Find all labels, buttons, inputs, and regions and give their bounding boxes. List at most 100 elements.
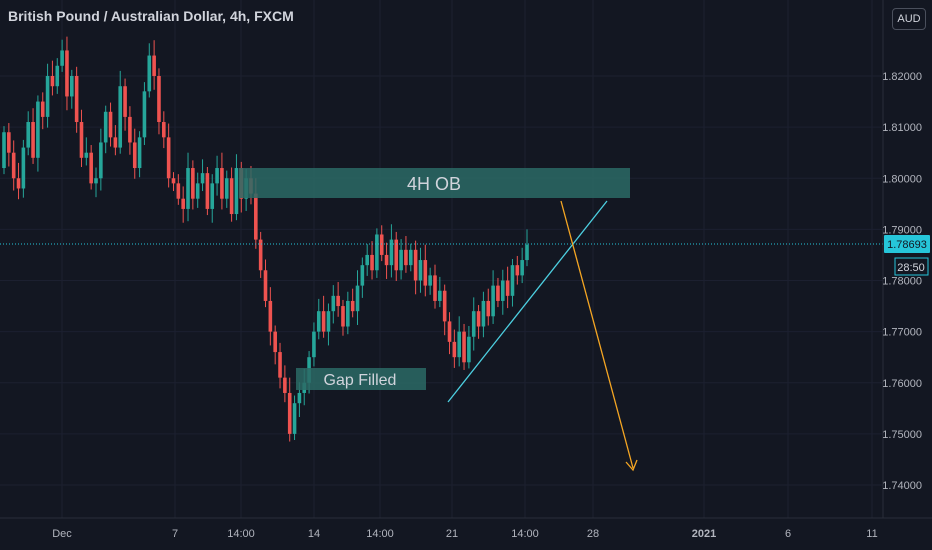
candle	[103, 105, 108, 154]
candle-body	[65, 50, 69, 97]
price-tick-label: 1.77000	[882, 327, 922, 339]
time-tick-label: 21	[446, 528, 458, 540]
candle-body	[491, 285, 495, 317]
candle-body	[31, 122, 35, 158]
candle	[137, 131, 142, 178]
candle-body	[234, 168, 239, 215]
candle-body	[408, 249, 413, 266]
candle	[152, 40, 156, 90]
candle	[476, 305, 481, 339]
candle-body	[186, 168, 190, 209]
candle-body	[2, 132, 6, 169]
price-axis[interactable]: 1.74000 1.75000 1.76000 1.77000 1.78000 1.790…	[882, 71, 922, 492]
countdown-badge	[894, 257, 929, 276]
candle-body	[283, 377, 287, 393]
candle-body	[84, 152, 89, 158]
candle	[132, 128, 137, 179]
candle	[166, 123, 171, 188]
candle-body	[384, 254, 389, 266]
candle	[11, 140, 16, 191]
candle	[50, 60, 55, 96]
candle	[408, 243, 413, 272]
time-tick-label: 14:00	[366, 528, 394, 540]
candle	[176, 174, 181, 205]
candle-body	[525, 244, 529, 261]
candle	[428, 267, 432, 295]
candle-body	[399, 249, 403, 271]
currency-button[interactable]: AUD	[892, 8, 926, 30]
candle-body	[147, 55, 152, 92]
candle-body	[99, 142, 103, 179]
candle-body	[224, 178, 229, 199]
candle	[45, 63, 50, 128]
candle	[283, 365, 287, 403]
candle-body	[254, 193, 258, 240]
candle-body	[205, 173, 210, 209]
candle-body	[108, 111, 113, 138]
candle	[447, 312, 452, 355]
candle-body	[40, 101, 45, 117]
candle	[157, 68, 161, 135]
candle-body	[166, 137, 171, 179]
candle-body	[428, 275, 432, 286]
candle-body	[36, 101, 40, 158]
candle	[336, 282, 340, 317]
candle	[510, 259, 515, 307]
candle-body	[268, 300, 273, 332]
candle	[418, 247, 423, 293]
candle-body	[7, 132, 11, 153]
candle	[268, 287, 273, 346]
time-axis[interactable]: Dec 7 14:00 14 14:00 21 14:00 28 2021 6 11	[52, 528, 877, 540]
price-tick-label: 1.82000	[882, 71, 922, 83]
time-tick-label: 14	[308, 528, 320, 540]
candle-body	[462, 331, 466, 363]
candle-body	[505, 280, 510, 296]
candle	[7, 123, 11, 167]
candle-body	[404, 249, 408, 266]
candle	[234, 154, 239, 221]
time-tick-label: Dec	[52, 528, 72, 540]
candle-body	[326, 311, 331, 332]
candle-body	[181, 198, 185, 209]
candle	[500, 269, 505, 315]
candle	[457, 316, 462, 367]
time-tick-label: 28	[587, 528, 599, 540]
candle	[326, 303, 331, 346]
candle-body	[60, 50, 64, 66]
candle	[16, 162, 21, 200]
candle-body	[103, 111, 108, 143]
candle-body	[157, 76, 161, 123]
projection-arrow[interactable]	[560, 200, 634, 469]
candle	[215, 155, 219, 196]
candle	[60, 39, 64, 72]
candle	[2, 126, 6, 175]
candle-body	[142, 91, 147, 138]
candle-body	[438, 290, 442, 301]
time-tick-label: 11	[866, 528, 877, 540]
candle-body	[74, 76, 79, 123]
candle	[321, 295, 326, 338]
candle	[94, 167, 98, 198]
candle-body	[26, 122, 31, 148]
candle-body	[442, 290, 447, 322]
price-tick-label: 1.75000	[882, 429, 922, 441]
candle-body	[287, 392, 292, 434]
candle-body	[312, 331, 316, 358]
projection-arrow-head	[625, 459, 638, 472]
trendline[interactable]	[447, 200, 608, 403]
candle	[481, 291, 486, 338]
candle	[438, 276, 442, 308]
candle	[442, 284, 447, 336]
candle	[229, 167, 234, 222]
candle	[486, 288, 491, 326]
candle-body	[123, 86, 127, 117]
candle-body	[467, 336, 471, 363]
gap-label: Gap Filled	[324, 372, 397, 389]
candle-body	[520, 260, 524, 276]
candle-body	[292, 403, 297, 434]
candle-body	[162, 122, 166, 138]
candle-body	[297, 392, 302, 404]
price-tick-label: 1.78000	[882, 276, 922, 288]
candle	[413, 240, 418, 295]
